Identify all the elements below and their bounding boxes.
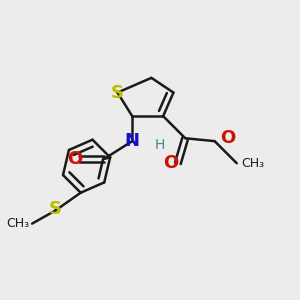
Text: CH₃: CH₃ [241, 157, 264, 170]
Text: O: O [163, 154, 178, 172]
Text: S: S [49, 200, 62, 218]
Text: H: H [155, 138, 165, 152]
Text: N: N [125, 132, 140, 150]
Text: S: S [111, 84, 124, 102]
Text: CH₃: CH₃ [6, 217, 29, 230]
Text: O: O [220, 129, 236, 147]
Text: O: O [67, 150, 83, 168]
